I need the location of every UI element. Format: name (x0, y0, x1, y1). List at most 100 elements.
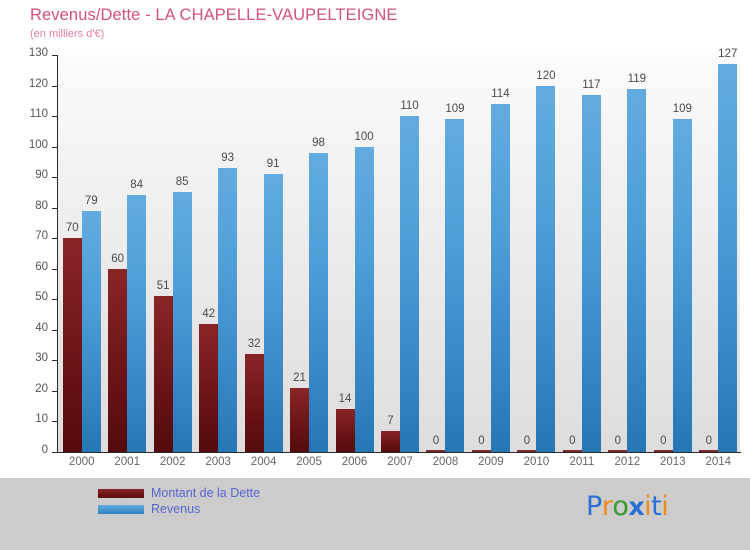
chart-subtitle: (en milliers d'€) (30, 28, 105, 40)
y-axis-tick-label: 30 (35, 352, 48, 365)
bar-revenus[interactable] (400, 116, 419, 452)
y-axis-tick (52, 238, 58, 239)
bar-dette[interactable] (517, 450, 537, 452)
bar-dette[interactable] (153, 296, 173, 452)
bar-dette[interactable] (244, 354, 264, 452)
x-axis-tick-label: 2005 (296, 456, 322, 468)
legend-label-dette: Montant de la Dette (151, 486, 261, 500)
x-axis-tick-label: 2010 (523, 456, 550, 468)
y-axis-tick-label: 40 (35, 321, 48, 334)
bar-value-label: 85 (175, 176, 189, 189)
bar-value-label: 117 (582, 78, 601, 91)
legend-item-dette: Montant de la Dette (98, 485, 260, 501)
chart-legend: Montant de la Dette Revenus (98, 485, 260, 517)
legend-item-revenus: Revenus (98, 501, 260, 517)
bar-dette[interactable] (471, 450, 491, 452)
bar-group: 0 114 (471, 55, 510, 452)
y-axis-tick-label: 90 (35, 169, 48, 182)
bar-value-label: 79 (84, 194, 98, 207)
x-axis-tick-label: 2004 (250, 456, 277, 468)
bar-group: 0 109 (426, 55, 465, 452)
bar-value-label: 0 (614, 435, 622, 447)
bar-dette[interactable] (290, 387, 310, 452)
bar-revenus[interactable] (81, 210, 101, 452)
bar-value-label: 14 (338, 393, 352, 406)
bar-revenus[interactable] (672, 119, 692, 452)
y-axis-tick-label: 20 (35, 382, 48, 395)
bar-revenus[interactable] (627, 88, 647, 452)
x-axis-tick-label: 2008 (432, 456, 459, 468)
bar-dette[interactable] (108, 268, 128, 452)
bar-value-label: 119 (627, 72, 646, 85)
bar-dette[interactable] (381, 430, 400, 452)
bar-value-label: 84 (130, 179, 144, 192)
bar-value-label: 60 (111, 252, 125, 265)
y-axis-tick-label: 10 (35, 413, 48, 426)
bar-dette[interactable] (608, 450, 628, 452)
y-axis-tick-label: 120 (28, 77, 48, 90)
legend-swatch-dette-icon (98, 488, 144, 498)
bar-value-label: 70 (65, 222, 79, 235)
y-axis-tick-label: 60 (35, 260, 48, 273)
bar-value-label: 51 (156, 280, 170, 293)
y-axis-tick (52, 269, 58, 270)
bar-revenus[interactable] (718, 64, 738, 452)
y-axis-tick-label: 130 (28, 47, 48, 59)
bar-value-label: 120 (536, 69, 556, 82)
x-axis-tick-label: 2002 (159, 456, 186, 468)
bar-value-label: 42 (202, 307, 216, 320)
bar-value-label: 110 (400, 100, 419, 113)
y-axis-tick (52, 330, 58, 331)
bar-revenus[interactable] (445, 119, 465, 452)
y-axis-tick (52, 147, 58, 148)
bar-revenus[interactable] (127, 195, 147, 452)
bar-revenus[interactable] (354, 146, 374, 452)
y-axis-tick-label: 70 (35, 230, 48, 243)
bar-value-label: 127 (718, 48, 738, 61)
x-axis-tick-label: 2013 (660, 456, 686, 468)
bar-revenus[interactable] (490, 103, 510, 452)
bar-group: 0 117 (562, 55, 601, 452)
bar-value-label: 109 (445, 103, 465, 116)
bar-group: 42 93 (199, 55, 238, 452)
bar-dette[interactable] (199, 323, 219, 452)
y-axis-labels: 0 10 20 30 40 50 60 70 80 90 100 110 120 130 (0, 0, 50, 550)
y-axis-line (57, 55, 58, 453)
bar-dette[interactable] (653, 450, 673, 452)
logo-letter: t (651, 491, 662, 522)
bar-group: 32 91 (244, 55, 283, 452)
logo-letter: x (628, 492, 645, 521)
x-axis-tick-label: 2012 (614, 456, 641, 468)
bar-dette[interactable] (426, 450, 446, 452)
bar-dette[interactable] (335, 409, 355, 452)
y-axis-tick (52, 208, 58, 209)
y-axis-tick-label: 80 (35, 199, 48, 212)
y-axis-tick (52, 360, 58, 361)
x-axis-tick-label: 2007 (387, 456, 413, 468)
bar-group: 0 109 (653, 55, 692, 452)
bar-value-label: 0 (660, 435, 667, 447)
bar-revenus[interactable] (309, 152, 329, 452)
bar-group: 70 79 (62, 55, 101, 452)
bar-dette[interactable] (699, 450, 719, 452)
x-axis-tick-label: 2006 (341, 456, 368, 468)
bar-revenus[interactable] (218, 168, 238, 452)
logo-letter: r (601, 491, 613, 522)
legend-swatch-revenus-icon (98, 504, 144, 514)
bar-revenus[interactable] (263, 174, 283, 452)
bar-revenus[interactable] (581, 94, 601, 452)
bar-dette[interactable] (562, 450, 582, 452)
bar-value-label: 98 (312, 136, 325, 149)
x-axis-tick-label: 2009 (478, 456, 504, 468)
bar-dette[interactable] (62, 238, 82, 452)
bar-revenus[interactable] (172, 192, 192, 452)
y-axis-tick (52, 421, 58, 422)
bar-value-label: 91 (266, 158, 280, 171)
bar-value-label: 0 (569, 435, 576, 447)
y-axis-tick (52, 86, 58, 87)
bar-revenus[interactable] (536, 85, 556, 452)
bar-group: 0 120 (517, 55, 555, 452)
y-axis-tick-label: 50 (35, 291, 48, 304)
x-axis-tick-label: 2003 (205, 456, 231, 468)
legend-label-revenus: Revenus (151, 502, 201, 516)
